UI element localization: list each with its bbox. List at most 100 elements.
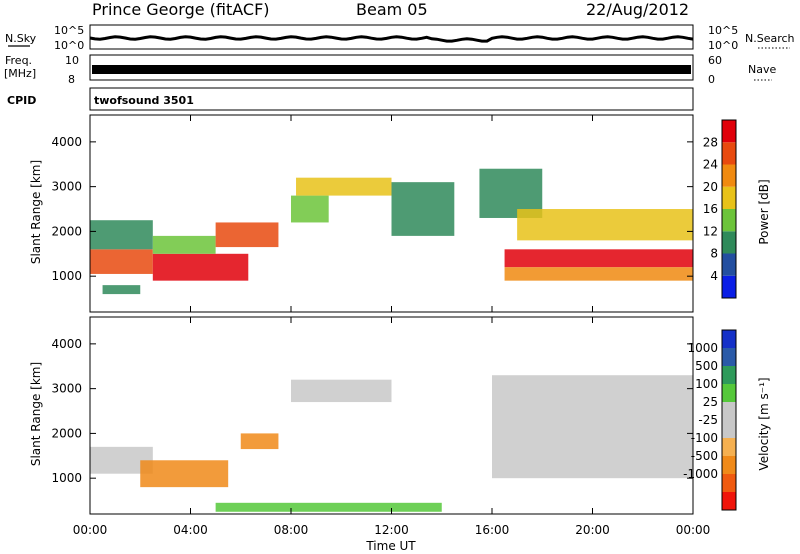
velocity-colorbar-tick: 25 [703, 395, 718, 409]
y-tick-label: 3000 [51, 382, 82, 396]
echo-region-10 [517, 209, 693, 241]
echo-region-0 [90, 249, 153, 274]
power-colorbar-tick: 28 [703, 135, 718, 149]
date-label: 22/Aug/2012 [586, 0, 689, 19]
echo-region-5 [215, 502, 442, 512]
cpid-value: twofsound 3501 [94, 94, 194, 107]
beam-label: Beam 05 [356, 0, 428, 19]
echo-region-2 [240, 433, 279, 450]
freq-strip-frame [89, 54, 694, 81]
power-colorbar-segment [722, 142, 736, 165]
echo-region-8 [391, 182, 455, 236]
nave-tick-bottom: 0 [708, 73, 715, 86]
velocity-colorbar-segment [722, 420, 736, 438]
power-ylabel: Slant Range [km] [29, 160, 43, 264]
echo-region-11 [504, 249, 693, 268]
velocity-colorbar-segment [722, 492, 736, 510]
nsky-label: N.Sky [5, 32, 37, 45]
power-colorbar-segment [722, 186, 736, 209]
velocity-colorbar-tick: 1000 [687, 341, 718, 355]
y-tick-label: 2000 [51, 224, 82, 238]
y-tick-label: 1000 [51, 471, 82, 485]
echo-region-4 [215, 222, 279, 248]
echo-region-6 [291, 195, 329, 223]
velocity-colorbar-segment [722, 348, 736, 366]
power-colorbar-tick: 24 [703, 158, 718, 172]
echo-region-4 [492, 375, 693, 479]
velocity-colorbar-segment [722, 438, 736, 456]
power-colorbar-tick: 16 [703, 202, 718, 216]
power-colorbar-tick: 20 [703, 180, 718, 194]
noise-tick-left-bottom: 10^0 [54, 39, 84, 52]
echo-region-3 [152, 235, 216, 254]
power-colorbar-segment [722, 209, 736, 232]
velocity-colorbar-frame [721, 329, 737, 511]
power-colorbar-tick: 12 [703, 224, 718, 238]
velocity-ylabel: Slant Range [km] [29, 362, 43, 466]
echo-region-12 [504, 267, 693, 281]
x-tick-label: 12:00 [374, 523, 409, 537]
noise-tick-right-bottom: 10^0 [708, 39, 738, 52]
freq-tick-bottom: 8 [68, 73, 75, 86]
echo-region-1 [140, 460, 229, 488]
x-tick-label: 08:00 [274, 523, 309, 537]
y-tick-label: 2000 [51, 426, 82, 440]
velocity-colorbar-tick: 500 [695, 359, 718, 373]
velocity-echo-field [90, 375, 693, 512]
power-colorbar-segment [722, 164, 736, 187]
echo-region-3 [291, 379, 392, 403]
power-colorbar-segment [722, 120, 736, 143]
noise-tick-right-top: 10^5 [708, 24, 738, 37]
y-tick-label: 4000 [51, 135, 82, 149]
power-colorbar-segment [722, 253, 736, 276]
velocity-colorbar-tick: 100 [695, 377, 718, 391]
nave-label: Nave [748, 63, 776, 76]
x-tick-label: 00:00 [676, 523, 711, 537]
station-title: Prince George (fitACF) [92, 0, 270, 19]
x-tick-label: 00:00 [73, 523, 108, 537]
velocity-colorbar-segment [722, 402, 736, 420]
echo-region-1 [90, 220, 153, 250]
velocity-colorbar-segment [722, 366, 736, 384]
power-colorbar-frame [721, 119, 737, 299]
velocity-colorbar-tick: -1000 [683, 467, 718, 481]
freq-label: Freq. [5, 54, 32, 67]
x-tick-label: 04:00 [173, 523, 208, 537]
nsearch-label: N.Search [745, 32, 795, 45]
cpid-strip-frame [89, 87, 694, 111]
echo-region-2 [152, 253, 249, 281]
noise-tick-left-top: 10^5 [54, 24, 84, 37]
freq-tick-top: 10 [65, 54, 79, 67]
freq-unit: [MHz] [4, 67, 36, 80]
nave-tick-top: 60 [708, 54, 722, 67]
power-colorbar-segment [722, 231, 736, 254]
noise-sky-trace [89, 35, 694, 43]
velocity-panel: 4000 3000 2000 1000 Slant Range [km] 1000 50… [29, 316, 771, 515]
velocity-colorbar-tick: -100 [691, 431, 718, 445]
freq-nave-band [92, 65, 691, 74]
velocity-colorbar-segment [722, 384, 736, 402]
y-tick-label: 3000 [51, 180, 82, 194]
velocity-colorbar-segment [722, 330, 736, 348]
power-colorbar-label: Power [dB] [757, 179, 771, 244]
velocity-colorbar-tick: -500 [691, 449, 718, 463]
x-tick-label: 16:00 [475, 523, 510, 537]
power-colorbar-segment [722, 275, 736, 298]
x-axis-label: Time UT [365, 539, 416, 553]
velocity-colorbar-tick: -25 [698, 413, 718, 427]
echo-region-5 [102, 285, 141, 295]
y-tick-label: 4000 [51, 337, 82, 351]
velocity-colorbar-segment [722, 456, 736, 474]
power-colorbar-tick: 8 [710, 247, 718, 261]
noise-strip-frame [89, 24, 694, 50]
power-echo-field [90, 168, 693, 295]
velocity-colorbar-segment [722, 474, 736, 492]
echo-region-7 [296, 177, 392, 196]
cpid-label: CPID [7, 94, 36, 107]
x-tick-label: 20:00 [575, 523, 610, 537]
power-colorbar-tick: 4 [710, 269, 718, 283]
velocity-colorbar-label: Velocity [m s⁻¹] [757, 377, 771, 470]
y-tick-label: 1000 [51, 269, 82, 283]
power-panel: 4000 3000 2000 1000 Slant Range [km] 28 24 20… [29, 114, 771, 313]
